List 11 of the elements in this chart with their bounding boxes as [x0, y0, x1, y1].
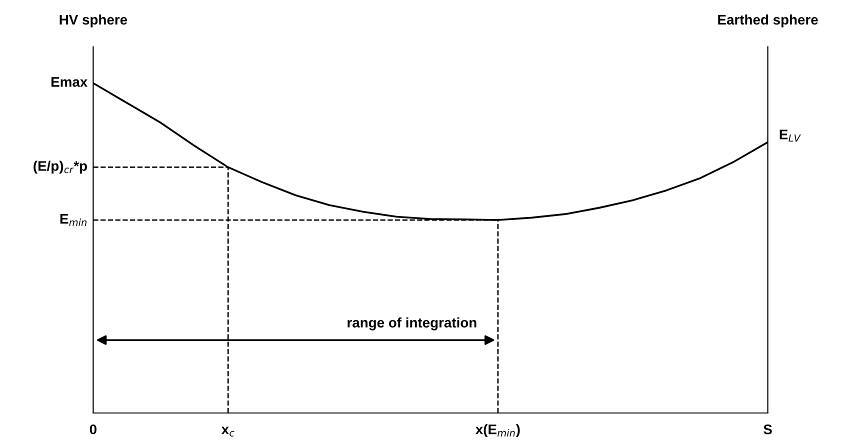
x-tick-label: x$_{c}$: [221, 426, 234, 437]
x-tick-label: S: [764, 424, 772, 434]
x-tick-label: 0: [90, 424, 96, 434]
text: Earthed sphere: [718, 14, 818, 28]
x-tick-label: x(E$_{min}$): [475, 424, 520, 438]
ref-line-label: E$_{min}$: [60, 214, 87, 226]
text: HV sphere: [60, 14, 128, 28]
annotation: E$_{LV}$: [780, 130, 801, 142]
ref-line-label: (E/p)$_{cr}$*p: [34, 160, 87, 174]
annotation: range of integration: [348, 317, 476, 330]
annotation: Emax: [52, 77, 88, 87]
